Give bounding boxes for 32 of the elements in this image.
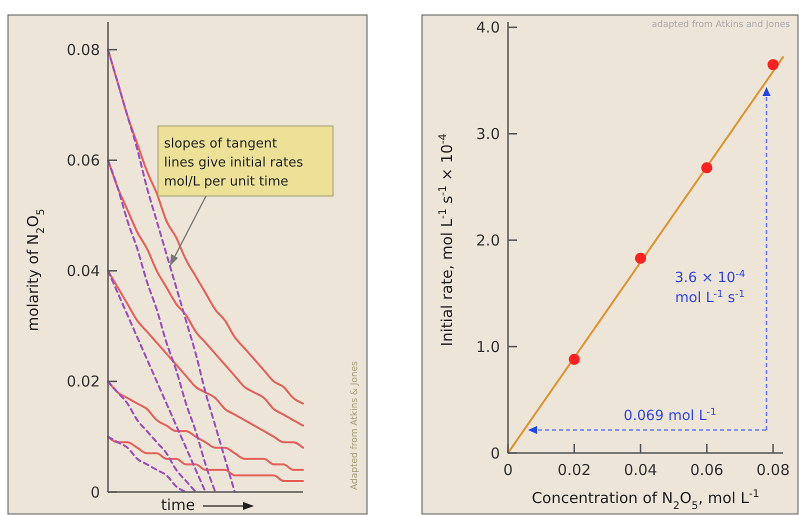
annotation: mol L$^{-1}$ s$^{-1}$ [675,288,745,306]
y-tick-label: 1.0 [476,338,500,356]
point [568,354,580,365]
y-tick-label: 0.02 [66,372,100,391]
point [701,162,712,174]
y-tick-label: 3.0 [476,124,500,143]
line-series [107,380,197,493]
y-tick-label: 2.0 [476,231,500,250]
annotation: slopes of tangent lines give initial rates mol/L per unit time [164,136,304,190]
y-tick-label: 0 [490,444,500,462]
y-tick-label: 0.06 [66,151,100,170]
y-tick-label: 0.04 [66,262,100,280]
line-series [107,270,304,449]
y-tick-label: 4.0 [476,18,500,37]
y-tick-label: 0.08 [66,40,100,59]
y-tick-label: 0 [90,483,100,502]
annotation: 3.6 × 10$^{-4}$ [674,268,746,286]
line-series [107,436,187,493]
line-series [107,436,304,482]
x-axis-title: time [161,496,195,514]
line-series [107,270,206,493]
point [635,252,646,264]
x-tick-label: 0 [503,461,513,479]
text: Adapted from Atkins & Jones [350,360,360,490]
x-tick-label: 0.02 [558,461,591,479]
x-tick-label: 0.06 [690,461,724,479]
annotation: 0.069 mol L$^{-1}$ [624,406,716,424]
x-tick-label: 0.04 [624,461,658,479]
x-tick-label: 0.08 [756,461,790,479]
x-axis-title: Concentration of N$_{2}$O$_{5}$, mol L$^{-1}$ [532,488,760,512]
annotation: adapted from Atkins and Jones [652,20,790,30]
point [768,59,779,70]
